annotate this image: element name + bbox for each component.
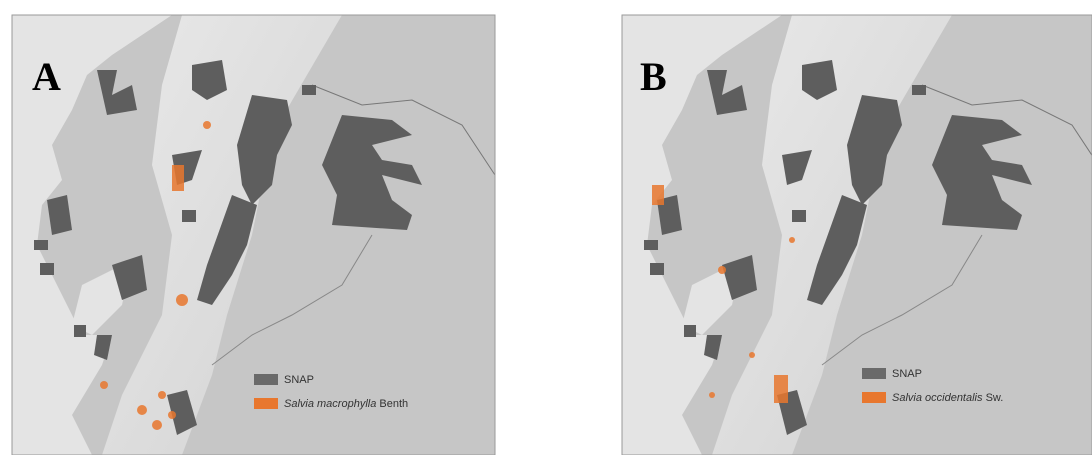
legend-swatch xyxy=(862,392,886,403)
legend-label: Salvia macrophylla Benth xyxy=(284,398,408,410)
figure: A SNAP Salvia macrophylla Benth B SNAP S… xyxy=(0,0,1092,455)
legend-label: Salvia occidentalis Sw. xyxy=(892,392,1003,404)
species: Salvia macrophylla xyxy=(284,398,376,410)
legend-swatch xyxy=(254,398,278,409)
map-panel: B SNAP Salvia occidentalis Sw. xyxy=(622,15,1092,455)
authority: Sw. xyxy=(986,392,1004,404)
legend-swatch xyxy=(254,374,278,385)
map-panel: A SNAP Salvia macrophylla Benth xyxy=(12,15,495,455)
legend-swatch xyxy=(862,368,886,379)
authority: Benth xyxy=(379,398,408,410)
panel-label: A xyxy=(32,54,61,99)
panel-label: B xyxy=(640,54,667,99)
legend-label: SNAP xyxy=(284,374,314,386)
species: Salvia occidentalis xyxy=(892,392,983,404)
legend-label: SNAP xyxy=(892,368,922,380)
